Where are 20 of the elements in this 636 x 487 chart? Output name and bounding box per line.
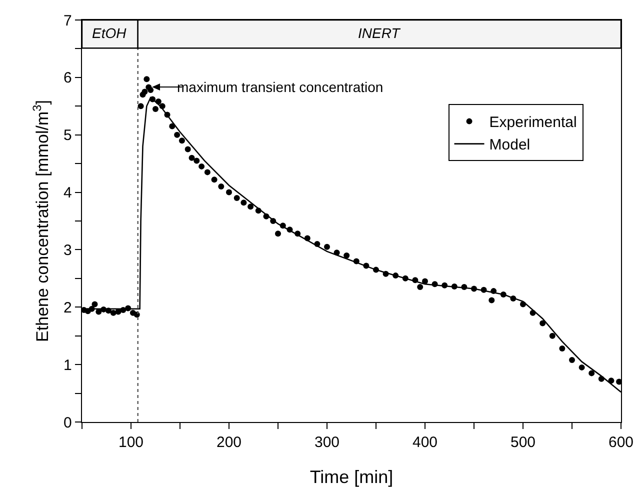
y-tick-label: 2 [64,299,72,316]
x-axis-title: Time [min] [310,467,394,487]
x-tick-label: 100 [118,434,144,452]
band-label: EtOH [92,25,128,41]
y-tick-label: 1 [64,356,72,374]
x-tick-label: 600 [608,434,634,452]
y-tick-label: 4 [64,184,72,202]
annotation: maximum transient concentration [177,79,384,95]
x-tick-label: 500 [510,434,536,452]
band-label: INERT [358,25,402,41]
y-tick-label: 3 [64,242,72,259]
x-tick-label: 200 [216,434,242,452]
legend-label: Model [489,136,530,154]
y-tick-label: 5 [64,127,72,144]
x-tick-label: 300 [314,434,340,452]
y-tick-label: 0 [64,414,72,432]
y-tick-label: 7 [64,12,72,30]
legend-label: Experimental [489,114,577,132]
x-tick-label: 400 [412,434,438,452]
y-tick-label: 6 [64,70,72,87]
